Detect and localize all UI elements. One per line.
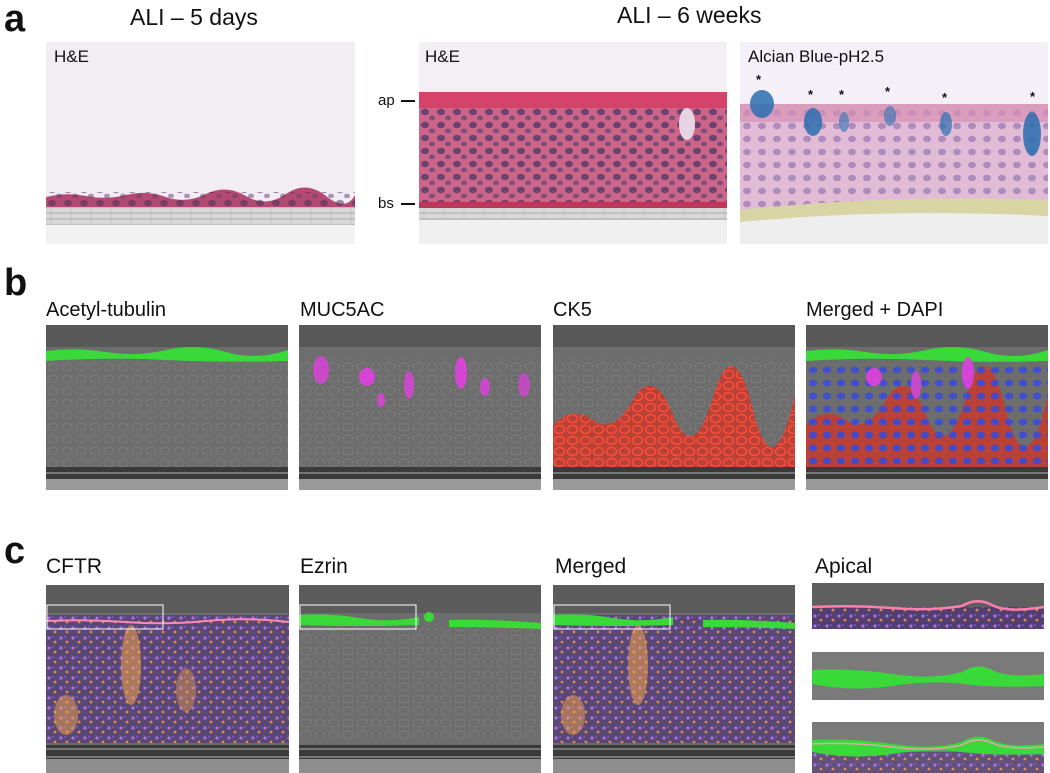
cftr-image [46, 585, 289, 773]
acetyl-tubulin-image [46, 325, 288, 490]
basal-side-label: bs [378, 195, 394, 212]
merged-image [553, 585, 795, 773]
apical-ezrin-inset [812, 652, 1044, 700]
cftr-title: CFTR [46, 555, 102, 578]
panel-a-title-left: ALI – 5 days [130, 4, 258, 30]
mucus-asterisk-1: * [756, 72, 762, 87]
merged-dapi-image [806, 325, 1048, 490]
alcian-blue-image [740, 42, 1048, 244]
muc5ac-image [299, 325, 541, 490]
panel-label-b: b [4, 262, 28, 304]
apical-merged-inset [812, 722, 1044, 773]
ck5-image [553, 325, 795, 490]
muc5ac-title: MUC5AC [300, 299, 385, 321]
he-6weeks-label: H&E [425, 47, 460, 66]
ezrin-title: Ezrin [300, 555, 348, 578]
merged-title: Merged [555, 555, 627, 578]
he-5days-image [46, 42, 355, 244]
mucus-asterisk-4: * [885, 84, 891, 99]
mucus-asterisk-2: * [808, 87, 814, 102]
mucus-asterisk-5: * [942, 90, 948, 105]
mucus-asterisk-3: * [839, 87, 845, 102]
mucus-asterisk-6: * [1030, 89, 1036, 104]
alcian-blue-label: Alcian Blue-pH2.5 [748, 47, 885, 66]
panel-label-c: c [4, 530, 26, 572]
apical-title: Apical [815, 555, 873, 578]
basal-tick [401, 203, 415, 205]
he-6weeks-image [419, 42, 727, 244]
panel-a-title-right: ALI – 6 weeks [617, 2, 762, 28]
merged-dapi-title: Merged + DAPI [806, 299, 944, 321]
acetyl-tubulin-title: Acetyl-tubulin [46, 299, 167, 321]
ck5-title: CK5 [553, 299, 592, 321]
panel-label-a: a [4, 0, 26, 40]
apical-tick [401, 100, 415, 102]
he-5days-label: H&E [54, 47, 89, 66]
apical-side-label: ap [378, 92, 395, 109]
apical-cftr-inset [812, 583, 1044, 629]
ezrin-image [299, 585, 541, 773]
